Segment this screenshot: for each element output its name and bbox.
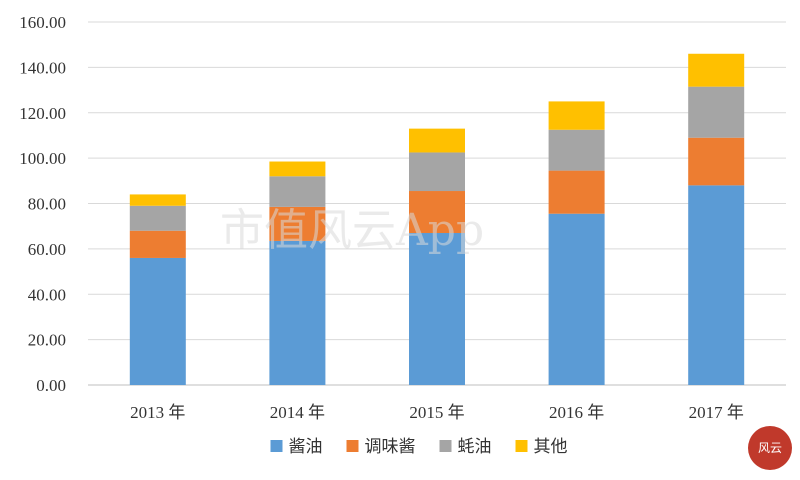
bar-segment xyxy=(688,86,745,138)
y-tick-label: 80.00 xyxy=(28,195,66,214)
bar-segment xyxy=(548,213,605,385)
x-axis-ticks: 2013 年 2014 年 2015 年 2016 年 2017 年 xyxy=(130,403,744,422)
y-tick-label: 40.00 xyxy=(28,285,66,304)
bar-segment xyxy=(548,170,605,214)
y-tick-label: 100.00 xyxy=(19,149,66,168)
bar-segment xyxy=(409,232,465,385)
x-tick-label: 2017 年 xyxy=(689,403,744,422)
legend-item: 蚝油 xyxy=(439,437,492,457)
y-tick-label: 120.00 xyxy=(19,104,66,123)
legend-swatch xyxy=(439,440,452,452)
bar-segment xyxy=(269,161,326,177)
legend-label: 酱油 xyxy=(289,437,323,457)
bar-segment xyxy=(688,53,745,87)
legend-label: 调味酱 xyxy=(365,437,416,457)
bar-segment xyxy=(129,194,186,206)
legend-swatch xyxy=(270,440,283,452)
bar-segment xyxy=(269,176,326,207)
x-tick-label: 2014 年 xyxy=(270,403,325,422)
y-tick-label: 140.00 xyxy=(19,58,66,77)
bar-segment xyxy=(688,185,745,385)
bar-segment xyxy=(269,240,326,385)
legend-item: 酱油 xyxy=(270,437,323,457)
watermark: 市值风云App xyxy=(220,205,484,256)
x-tick-label: 2016 年 xyxy=(549,403,604,422)
y-axis-ticks: 0.00 20.00 40.00 60.00 80.00 100.00 120.00 140.… xyxy=(19,13,66,395)
legend-swatch xyxy=(515,440,528,452)
y-tick-label: 0.00 xyxy=(36,376,66,395)
x-tick-label: 2015 年 xyxy=(409,403,464,422)
bar-segment xyxy=(688,137,745,186)
x-tick-label: 2013 年 xyxy=(130,403,185,422)
seal-circle xyxy=(748,426,792,470)
bar-segment xyxy=(548,129,605,171)
y-tick-label: 20.00 xyxy=(28,331,66,350)
bar-segment xyxy=(409,191,465,233)
bar-segment xyxy=(129,257,186,385)
bar-segment xyxy=(129,230,186,258)
bar-segment xyxy=(269,206,326,241)
seal-text: 风云 xyxy=(758,441,782,455)
legend-item: 其他 xyxy=(515,437,568,457)
y-tick-label: 60.00 xyxy=(28,240,66,259)
watermark-text: 市值风云App xyxy=(220,205,484,256)
bar-segment xyxy=(409,152,465,192)
legend-swatch xyxy=(346,440,359,452)
bar-segment xyxy=(548,101,605,130)
y-tick-label: 160.00 xyxy=(19,13,66,32)
legend-label: 其他 xyxy=(534,437,568,457)
bar-segment xyxy=(409,128,465,153)
bar-segment xyxy=(129,205,186,231)
legend-label: 蚝油 xyxy=(458,437,492,457)
legend: 酱油 调味酱 蚝油 其他 xyxy=(270,437,568,457)
seal-stamp: 风云 xyxy=(748,426,792,470)
legend-item: 调味酱 xyxy=(346,437,416,457)
bars xyxy=(129,53,745,385)
